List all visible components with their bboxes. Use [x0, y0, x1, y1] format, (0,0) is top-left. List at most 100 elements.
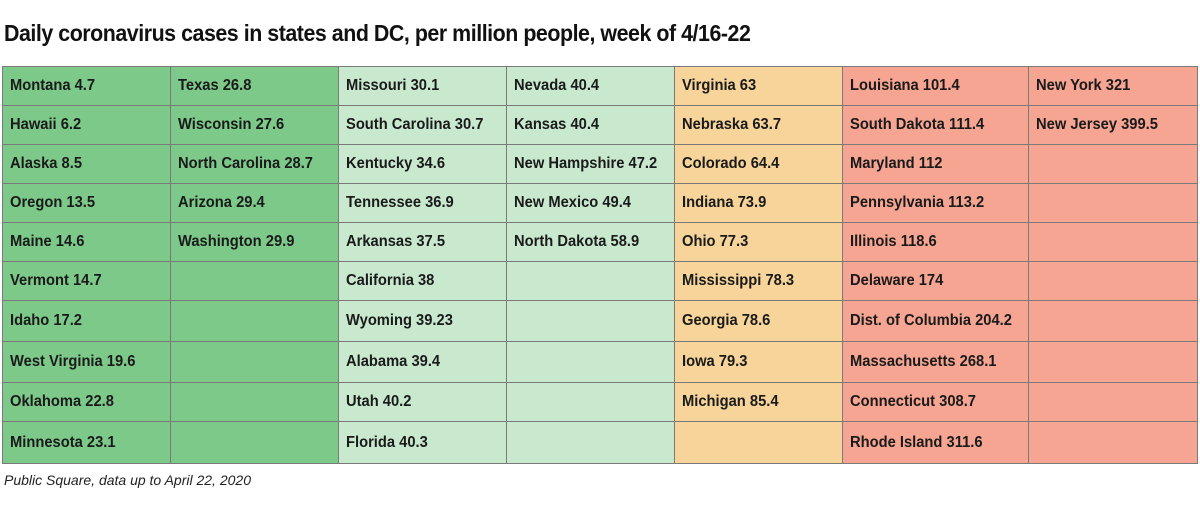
table-cell: Louisiana 101.4 — [843, 67, 1028, 106]
cell-label: Illinois 118.6 — [850, 233, 937, 250]
cell-label: Washington 29.9 — [178, 233, 295, 250]
cell-label: Colorado 64.4 — [682, 155, 780, 172]
table-cell: Nevada 40.4 — [507, 67, 674, 106]
cell-label: Montana 4.7 — [10, 77, 96, 94]
table-cell: Tennessee 36.9 — [339, 184, 506, 223]
table-cell: Utah 40.2 — [339, 383, 506, 422]
cell-label: Wyoming 39.23 — [346, 312, 453, 329]
cell-label: Rhode Island 311.6 — [850, 433, 983, 451]
table-cell — [171, 383, 338, 422]
table-cell: Indiana 73.9 — [675, 184, 842, 223]
table-cell — [1029, 342, 1197, 383]
table-cell: Delaware 174 — [843, 262, 1028, 301]
table-cell: Maryland 112 — [843, 145, 1028, 184]
table-column: Louisiana 101.4 South Dakota 111.4 Marylan… — [843, 67, 1029, 463]
cell-label: Dist. of Columbia 204.2 — [850, 312, 1012, 329]
cell-label: Maryland 112 — [850, 155, 943, 172]
table-cell — [507, 422, 674, 463]
cell-label: Texas 26.8 — [178, 77, 252, 94]
table-cell — [507, 301, 674, 342]
cell-label: Alabama 39.4 — [346, 353, 441, 370]
table-cell: Wyoming 39.23 — [339, 301, 506, 342]
cell-label: North Dakota 58.9 — [514, 233, 640, 250]
cell-label: Missouri 30.1 — [346, 77, 440, 94]
cell-label: Iowa 79.3 — [682, 353, 748, 370]
table-cell — [1029, 145, 1197, 184]
table-cell: Dist. of Columbia 204.2 — [843, 301, 1028, 342]
table-cell: South Dakota 111.4 — [843, 106, 1028, 145]
cell-label: Michigan 85.4 — [682, 393, 779, 410]
table-cell — [507, 342, 674, 383]
cell-label: Oregon 13.5 — [10, 194, 96, 211]
cell-label: California 38 — [346, 272, 435, 289]
table-cell: Ohio 77.3 — [675, 223, 842, 262]
table-cell: New Mexico 49.4 — [507, 184, 674, 223]
table-cell: Alaska 8.5 — [3, 145, 170, 184]
table-cell — [1029, 422, 1197, 463]
table-cell: Alabama 39.4 — [339, 342, 506, 383]
table-cell: New York 321 — [1029, 67, 1197, 106]
cell-label: Nebraska 63.7 — [682, 116, 782, 133]
cell-label: South Carolina 30.7 — [346, 116, 484, 133]
table-cell: Oregon 13.5 — [3, 184, 170, 223]
cell-label: Georgia 78.6 — [682, 312, 771, 329]
table-cell: Wisconsin 27.6 — [171, 106, 338, 145]
cell-label: New Hampshire 47.2 — [514, 155, 658, 172]
table-column: Virginia 63 Nebraska 63.7 Colorado 64.4 Ind… — [675, 67, 843, 463]
table-cell: Connecticut 308.7 — [843, 383, 1028, 422]
table-cell: West Virginia 19.6 — [3, 342, 170, 383]
table-cell: North Carolina 28.7 — [171, 145, 338, 184]
cases-table: Montana 4.7 Hawaii 6.2 Alaska 8.5 Oregon 13… — [2, 66, 1198, 464]
cell-label: New York 321 — [1036, 77, 1131, 94]
cell-label: Pennsylvania 113.2 — [850, 194, 985, 211]
cell-label: Hawaii 6.2 — [10, 116, 82, 133]
cell-label: Wisconsin 27.6 — [178, 116, 285, 133]
table-cell: New Jersey 399.5 — [1029, 106, 1197, 145]
cell-label: Virginia 63 — [682, 77, 757, 94]
cell-label: Tennessee 36.9 — [346, 194, 454, 211]
cell-label: New Mexico 49.4 — [514, 194, 631, 211]
cell-label: West Virginia 19.6 — [10, 353, 136, 370]
cell-label: Mississippi 78.3 — [682, 272, 795, 289]
table-cell — [1029, 223, 1197, 262]
table-cell: Montana 4.7 — [3, 67, 170, 106]
cell-label: Louisiana 101.4 — [850, 77, 960, 94]
cell-label: Alaska 8.5 — [10, 155, 83, 172]
table-cell: California 38 — [339, 262, 506, 301]
table-cell: Massachusetts 268.1 — [843, 342, 1028, 383]
table-cell: Vermont 14.7 — [3, 262, 170, 301]
table-cell: North Dakota 58.9 — [507, 223, 674, 262]
table-cell: Kansas 40.4 — [507, 106, 674, 145]
table-cell — [1029, 262, 1197, 301]
cell-label: Oklahoma 22.8 — [10, 393, 114, 410]
cell-label: Connecticut 308.7 — [850, 393, 976, 410]
table-cell: Iowa 79.3 — [675, 342, 842, 383]
table-cell: Michigan 85.4 — [675, 383, 842, 422]
table-cell: Mississippi 78.3 — [675, 262, 842, 301]
table-cell: New Hampshire 47.2 — [507, 145, 674, 184]
table-cell: Georgia 78.6 — [675, 301, 842, 342]
table-column: Nevada 40.4 Kansas 40.4 New Hampshire 47.2… — [507, 67, 675, 463]
cell-label: Arizona 29.4 — [178, 194, 265, 211]
table-cell: Illinois 118.6 — [843, 223, 1028, 262]
table-cell: Hawaii 6.2 — [3, 106, 170, 145]
cell-label: Florida 40.3 — [346, 433, 428, 451]
table-cell — [507, 262, 674, 301]
cell-label: South Dakota 111.4 — [850, 116, 985, 133]
table-cell — [1029, 383, 1197, 422]
table-cell: Florida 40.3 — [339, 422, 506, 463]
cell-label: Kentucky 34.6 — [346, 155, 446, 172]
table-cell: Texas 26.8 — [171, 67, 338, 106]
table-cell: Arizona 29.4 — [171, 184, 338, 223]
table-cell — [507, 383, 674, 422]
table-cell: Virginia 63 — [675, 67, 842, 106]
table-column: Texas 26.8 Wisconsin 27.6 North Carolina 2… — [171, 67, 339, 463]
cell-label: Idaho 17.2 — [10, 312, 82, 329]
cell-label: Ohio 77.3 — [682, 233, 749, 250]
table-cell: Washington 29.9 — [171, 223, 338, 262]
cell-label: Indiana 73.9 — [682, 194, 767, 211]
table-cell: Idaho 17.2 — [3, 301, 170, 342]
table-cell — [675, 422, 842, 463]
cell-label: North Carolina 28.7 — [178, 155, 313, 172]
table-cell — [1029, 301, 1197, 342]
